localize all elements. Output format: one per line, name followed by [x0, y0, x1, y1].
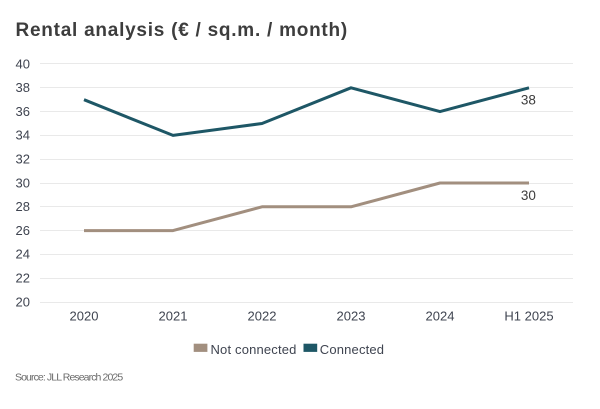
svg-text:2021: 2021	[159, 308, 188, 323]
svg-text:24: 24	[16, 247, 30, 262]
svg-text:2024: 2024	[426, 308, 455, 323]
svg-text:34: 34	[16, 128, 30, 143]
svg-text:30: 30	[16, 175, 30, 190]
svg-text:Connected: Connected	[320, 342, 384, 357]
svg-text:Rental analysis (€ / sq.m. / m: Rental analysis (€ / sq.m. / month)	[16, 20, 348, 41]
svg-text:20: 20	[16, 294, 30, 309]
svg-text:36: 36	[16, 104, 30, 119]
svg-text:26: 26	[16, 223, 30, 238]
svg-text:28: 28	[16, 199, 30, 214]
svg-text:Source: JLL Research 2025: Source: JLL Research 2025	[15, 371, 123, 383]
svg-text:Not connected: Not connected	[211, 342, 297, 357]
svg-text:22: 22	[16, 271, 30, 286]
svg-text:38: 38	[16, 80, 30, 95]
svg-text:2020: 2020	[70, 308, 99, 323]
svg-text:40: 40	[16, 56, 30, 71]
svg-text:H1 2025: H1 2025	[504, 308, 553, 323]
svg-text:32: 32	[16, 152, 30, 167]
svg-text:30: 30	[521, 188, 536, 203]
svg-text:38: 38	[521, 93, 536, 108]
svg-text:2022: 2022	[248, 308, 277, 323]
svg-text:2023: 2023	[337, 308, 366, 323]
